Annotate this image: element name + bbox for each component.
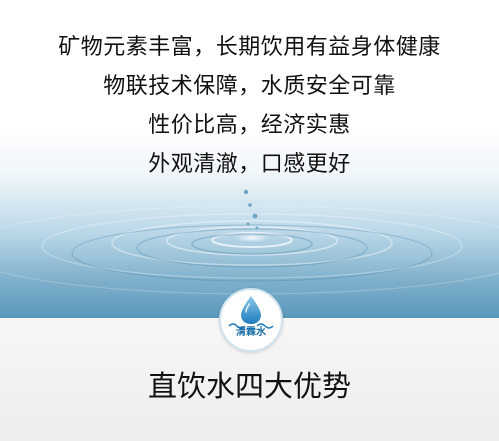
slogan-line: 矿物元素丰富，长期饮用有益身体健康: [58, 35, 441, 60]
slogan-line: 外观清澈，口感更好: [148, 152, 351, 177]
page-heading: 直饮水四大优势: [147, 369, 351, 403]
slogan-list: 矿物元素丰富，长期饮用有益身体健康 物联技术保障，水质安全可靠 性价比高，经济实…: [0, 28, 499, 184]
slogan-line: 性价比高，经济实惠: [148, 113, 351, 138]
water-drop-icon: [228, 296, 274, 329]
logo-text: 清霖水: [236, 327, 266, 338]
water-ripple-image: [0, 130, 499, 318]
brand-logo: 清霖水: [219, 288, 283, 352]
slogan-line: 物联技术保障，水质安全可靠: [103, 74, 396, 99]
